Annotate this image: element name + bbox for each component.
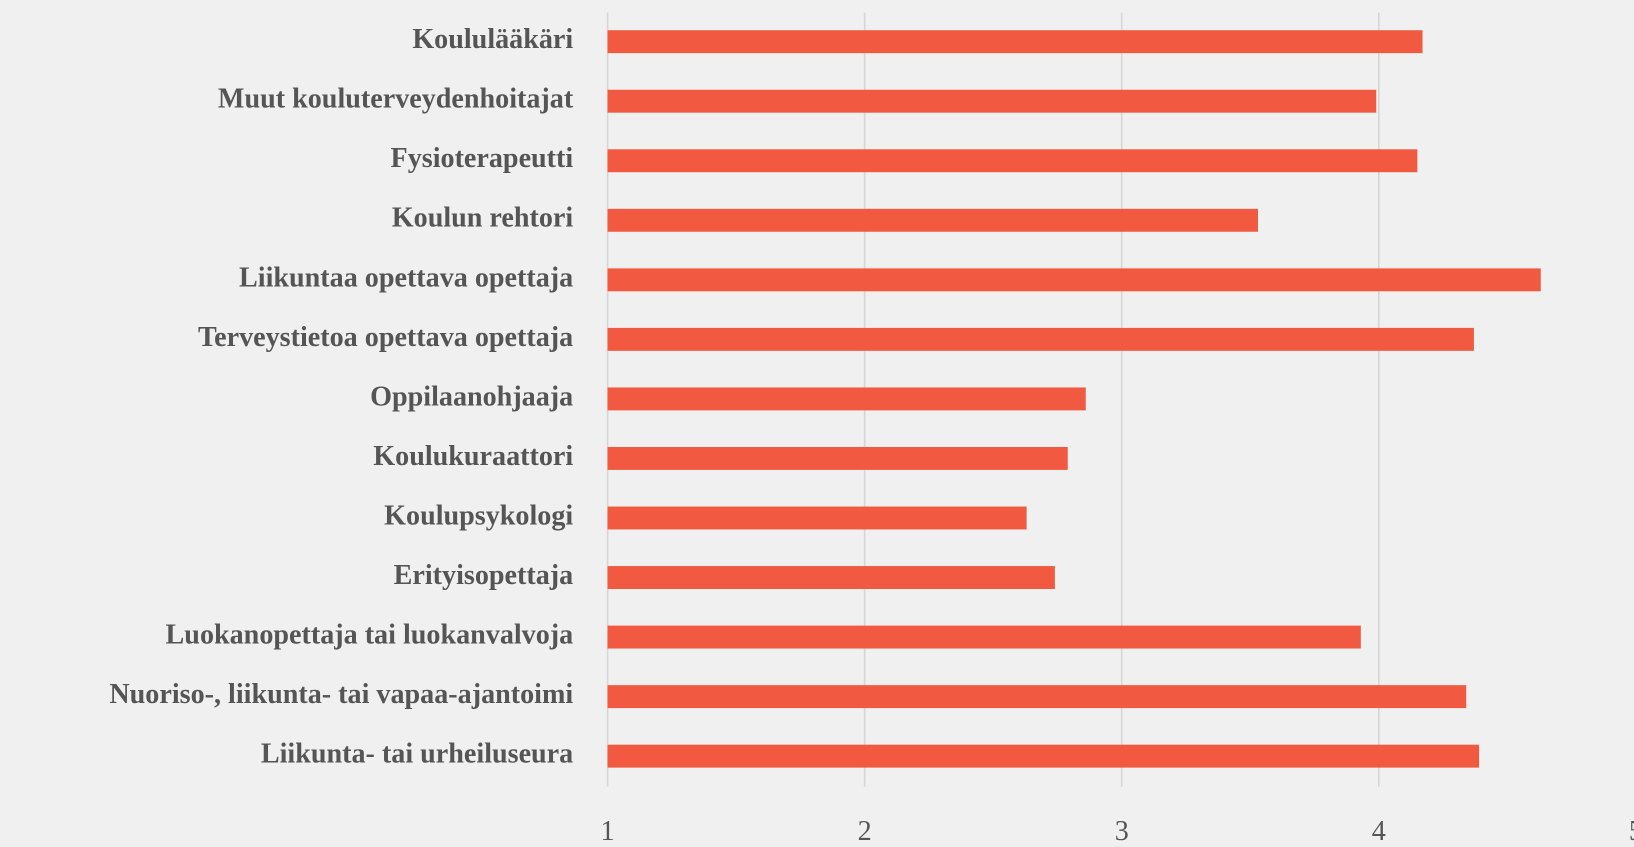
y-tick-label: Erityisopettaja xyxy=(394,560,574,591)
bar xyxy=(607,625,1361,649)
y-tick-label: Koulun rehtori xyxy=(392,203,574,234)
y-tick-label: Terveystietoa opettava opettaja xyxy=(198,322,573,353)
bar xyxy=(607,208,1258,232)
bar xyxy=(607,387,1086,411)
x-tick-label: 3 xyxy=(1115,816,1129,847)
x-tick-label: 4 xyxy=(1372,816,1386,847)
y-tick-label: Liikunta- tai urheiluseura xyxy=(261,739,573,770)
x-tick-label: 2 xyxy=(858,816,872,847)
bar xyxy=(607,149,1418,173)
y-tick-label: Koulupsykologi xyxy=(384,500,573,531)
bar xyxy=(607,566,1055,589)
y-tick-label: Oppilaanohjaaja xyxy=(370,381,573,412)
y-tick-label: Nuoriso-, liikunta- tai vapaa-ajantoimi xyxy=(109,679,573,710)
bar xyxy=(607,327,1474,351)
y-tick-label: Koulukuraattori xyxy=(373,441,573,472)
y-tick-label: Fysioterapeutti xyxy=(391,143,574,174)
bar xyxy=(607,506,1027,530)
bar xyxy=(607,30,1423,54)
y-tick-label: Muut kouluterveydenhoitajat xyxy=(218,84,574,115)
bar xyxy=(607,685,1467,709)
y-tick-label: Koululääkäri xyxy=(412,24,573,55)
x-tick-label: 5 xyxy=(1629,816,1634,847)
bar xyxy=(607,446,1068,470)
y-tick-label: Luokanopettaja tai luokanvalvoja xyxy=(166,620,574,651)
bar xyxy=(607,268,1541,292)
x-tick-label: 1 xyxy=(601,816,615,847)
bar xyxy=(607,744,1480,768)
y-tick-label: Liikuntaa opettava opettaja xyxy=(239,262,573,293)
bar xyxy=(607,89,1377,113)
